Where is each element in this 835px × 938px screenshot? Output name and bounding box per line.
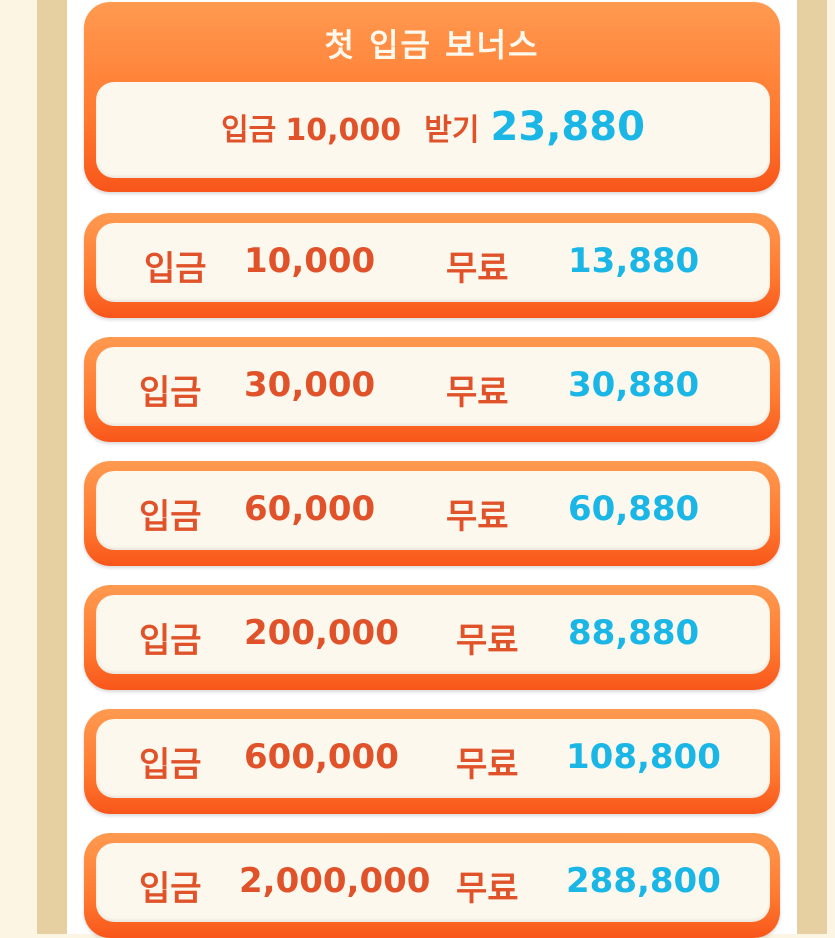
bonus-amount: 88,880	[568, 613, 700, 653]
deposit-amount: 30,000	[244, 365, 376, 405]
deposit-label: 입금	[139, 869, 202, 909]
free-label: 무료	[456, 869, 519, 909]
receive-label: 받기	[424, 113, 480, 148]
deposit-amount: 10,000	[285, 113, 402, 148]
bonus-amount: 60,880	[568, 489, 700, 529]
free-label: 무료	[456, 621, 519, 661]
free-label: 무료	[456, 745, 519, 785]
deposit-amount: 10,000	[244, 241, 376, 281]
bonus-row[interactable]: 입금 10,000 무료 13,880	[84, 213, 780, 318]
card-title: 첫 입금 보너스	[324, 26, 540, 64]
bonus-row[interactable]: 입금 2,000,000 무료 288,800	[84, 833, 780, 938]
deposit-label: 입금	[139, 373, 202, 413]
deposit-amount: 60,000	[244, 489, 376, 529]
deposit-label: 입금	[139, 621, 202, 661]
deposit-label: 입금	[221, 113, 277, 148]
bonus-row[interactable]: 입금 30,000 무료 30,880	[84, 337, 780, 442]
free-label: 무료	[446, 373, 509, 413]
right-border	[797, 0, 827, 934]
deposit-label: 입금	[139, 745, 202, 785]
free-label: 무료	[446, 249, 509, 289]
left-border	[37, 0, 67, 934]
bonus-row[interactable]: 입금 60,000 무료 60,880	[84, 461, 780, 566]
deposit-amount: 200,000	[244, 613, 399, 653]
free-label: 무료	[446, 497, 509, 537]
deposit-label: 입금	[139, 497, 202, 537]
deposit-amount: 2,000,000	[239, 861, 431, 901]
bonus-amount: 108,800	[566, 737, 721, 777]
bonus-amount: 288,800	[566, 861, 721, 901]
bonus-amount: 13,880	[568, 241, 700, 281]
deposit-amount: 600,000	[244, 737, 399, 777]
bonus-row[interactable]: 입금 200,000 무료 88,880	[84, 585, 780, 690]
bonus-amount: 30,880	[568, 365, 700, 405]
receive-amount: 23,880	[490, 104, 645, 150]
first-deposit-bonus-card[interactable]: 첫 입금 보너스 입금 10,000 받기 23,880	[84, 2, 780, 192]
bonus-row[interactable]: 입금 600,000 무료 108,800	[84, 709, 780, 814]
deposit-label: 입금	[144, 249, 207, 289]
